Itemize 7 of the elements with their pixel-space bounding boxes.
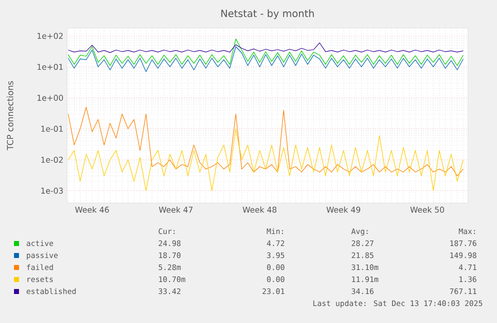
y-axis-title: TCP connections bbox=[6, 81, 14, 150]
line-series bbox=[68, 128, 464, 191]
chart-title: Netstat - by month bbox=[221, 9, 314, 20]
line-series bbox=[68, 46, 464, 72]
line-series bbox=[68, 106, 464, 176]
line-series bbox=[68, 42, 464, 53]
line-series bbox=[68, 38, 464, 66]
